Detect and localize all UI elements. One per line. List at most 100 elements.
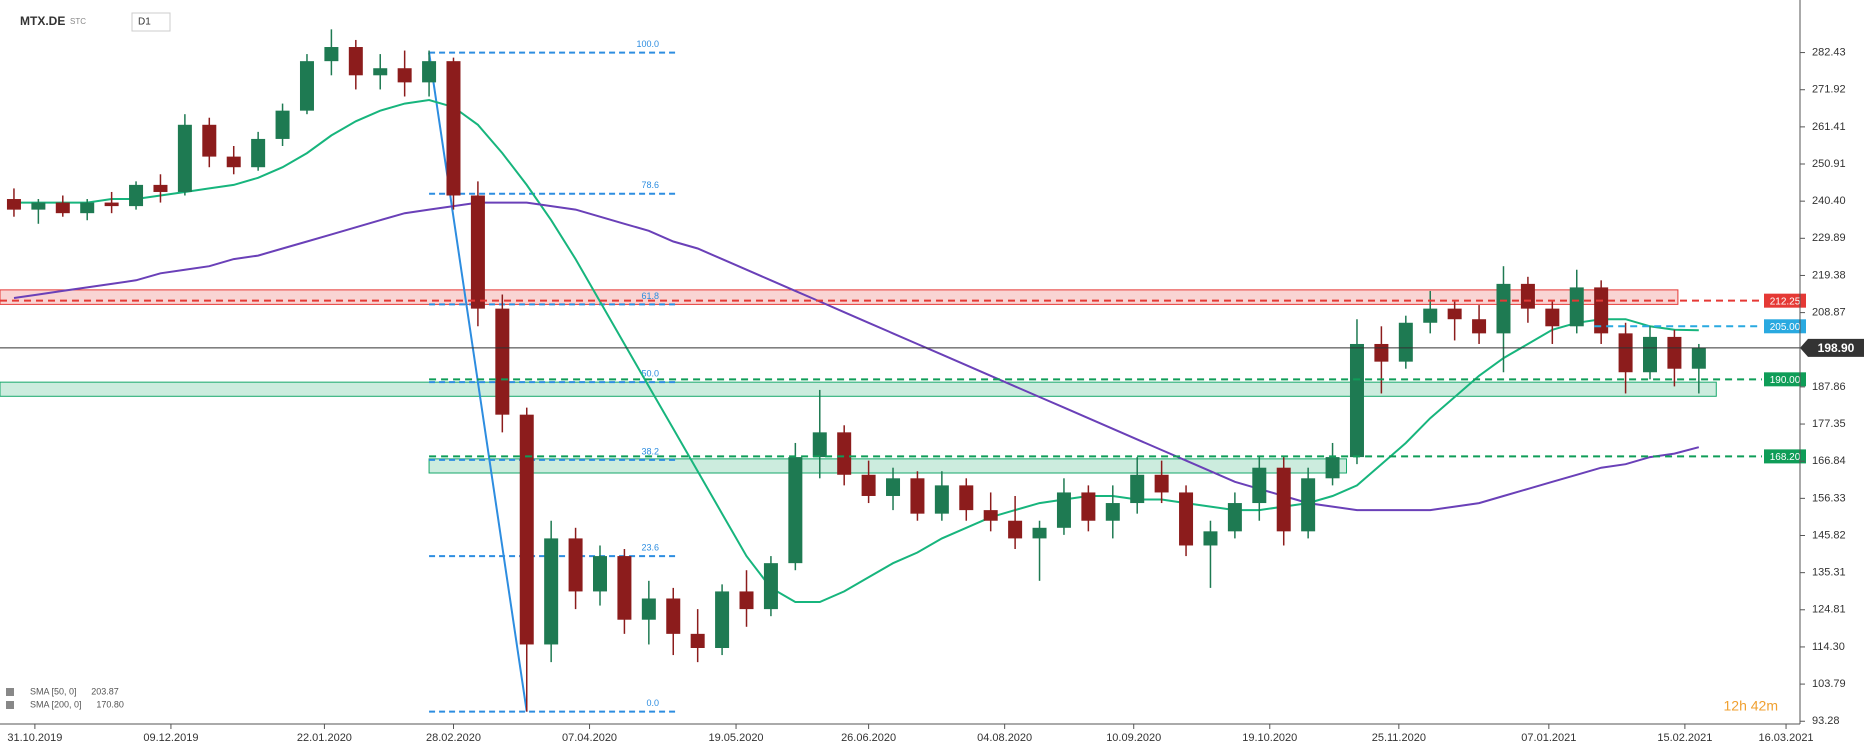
candle-body: [739, 591, 754, 610]
candle-body: [1203, 531, 1218, 546]
candle-body: [544, 538, 559, 645]
candle-body: [812, 432, 827, 458]
y-tick-label: 177.35: [1812, 418, 1846, 430]
candle-body: [1374, 343, 1389, 362]
candle-body: [422, 61, 437, 83]
legend-value: 203.87: [91, 686, 119, 696]
x-tick-label: 10.09.2020: [1106, 732, 1161, 744]
source[interactable]: STC: [70, 17, 86, 26]
candle-body: [788, 457, 803, 564]
candle-body: [1423, 308, 1438, 323]
fib-ratio: 61.8: [642, 291, 660, 301]
candle-body: [1252, 467, 1267, 504]
candle-body: [641, 598, 656, 620]
candle-body: [1276, 467, 1291, 532]
candle-body: [324, 47, 339, 62]
candle-body: [1643, 336, 1657, 373]
candle-body: [1545, 308, 1560, 327]
interval-box[interactable]: [131, 12, 171, 32]
y-tick-label: 240.40: [1812, 195, 1846, 207]
candle-body: [837, 432, 852, 475]
fib-ratio: 23.6: [642, 542, 660, 552]
x-tick-label: 26.06.2020: [841, 732, 896, 744]
candle-body: [910, 478, 925, 514]
candle-body: [1667, 336, 1682, 369]
candle-body: [251, 138, 266, 168]
symbol[interactable]: MTX.DE: [20, 14, 65, 28]
candle-body: [690, 633, 705, 648]
candle-body: [1594, 287, 1609, 334]
fib-ratio: 38.2: [642, 446, 660, 456]
y-tick-label: 114.30: [1812, 641, 1845, 653]
y-tick-label: 145.82: [1812, 529, 1846, 541]
candle-body: [1154, 474, 1169, 493]
y-tick-label: 250.91: [1812, 158, 1846, 170]
level-label: 168.20: [1770, 452, 1801, 463]
candle-body: [1008, 520, 1023, 539]
candle-body: [983, 510, 998, 521]
x-tick-label: 15.02.2021: [1657, 732, 1712, 744]
candle-body: [1325, 457, 1340, 479]
candle-body: [177, 124, 192, 192]
candle-body: [1520, 283, 1535, 309]
candle-body: [1398, 322, 1413, 362]
legend-icon[interactable]: [6, 701, 14, 709]
candle-body: [31, 202, 46, 210]
candle-body: [1032, 527, 1047, 539]
candle-body: [1472, 319, 1487, 334]
candle-body: [495, 308, 510, 415]
zone: [0, 381, 1717, 397]
y-tick-label: 103.79: [1812, 678, 1846, 690]
legend-icon[interactable]: [6, 688, 14, 696]
fib-ratio: 78.6: [642, 180, 660, 190]
candle-body: [1447, 308, 1462, 320]
candle-body: [1301, 478, 1316, 532]
level-label: 205.00: [1770, 322, 1801, 333]
x-tick-label: 25.11.2020: [1372, 732, 1426, 744]
fib-ratio: 0.0: [647, 698, 660, 708]
candle-body: [153, 184, 168, 192]
y-tick-label: 208.87: [1812, 307, 1846, 319]
x-tick-label: 09.12.2019: [143, 732, 198, 744]
candle-body: [348, 47, 363, 76]
candle-body: [1227, 503, 1242, 532]
candle-body: [299, 61, 314, 111]
y-tick-label: 93.28: [1812, 715, 1840, 727]
candle-body: [886, 478, 901, 496]
candle-body: [959, 485, 974, 511]
y-tick-label: 219.38: [1812, 269, 1846, 281]
sma-line: [13, 201, 1700, 512]
candle-body: [568, 538, 583, 592]
candle-body: [470, 195, 485, 309]
x-tick-label: 22.01.2020: [297, 732, 352, 744]
x-tick-label: 31.10.2019: [7, 732, 62, 744]
candle-body: [1569, 287, 1584, 327]
x-tick-label: 19.10.2020: [1242, 732, 1297, 744]
candle-body: [6, 199, 21, 210]
candle-body: [1349, 343, 1364, 458]
level-tag: [1764, 449, 1806, 464]
candle-body: [1496, 283, 1511, 334]
candle-body: [397, 68, 412, 83]
y-tick-label: 282.43: [1812, 46, 1846, 58]
candle-body: [861, 474, 876, 496]
countdown: 12h 42m: [1724, 698, 1778, 714]
x-tick-label: 07.04.2020: [562, 732, 617, 744]
level-tag: [1764, 319, 1806, 334]
x-tick-label: 28.02.2020: [426, 732, 481, 744]
level-label: 212.25: [1770, 296, 1801, 307]
candle-body: [666, 598, 681, 634]
candle-body: [593, 556, 607, 592]
zone: [428, 458, 1348, 474]
candle-body: [1130, 474, 1145, 504]
x-tick-label: 07.01.2021: [1521, 732, 1576, 744]
fib-ratio: 50.0: [642, 369, 660, 379]
candle-body: [275, 110, 290, 139]
candle-body: [1081, 492, 1096, 521]
legend-value: 170.80: [96, 699, 124, 709]
legend-name: SMA [200, 0]: [30, 699, 82, 709]
level-label: 190.00: [1770, 375, 1801, 386]
interval[interactable]: D1: [138, 17, 151, 28]
y-tick-label: 229.89: [1812, 232, 1846, 244]
